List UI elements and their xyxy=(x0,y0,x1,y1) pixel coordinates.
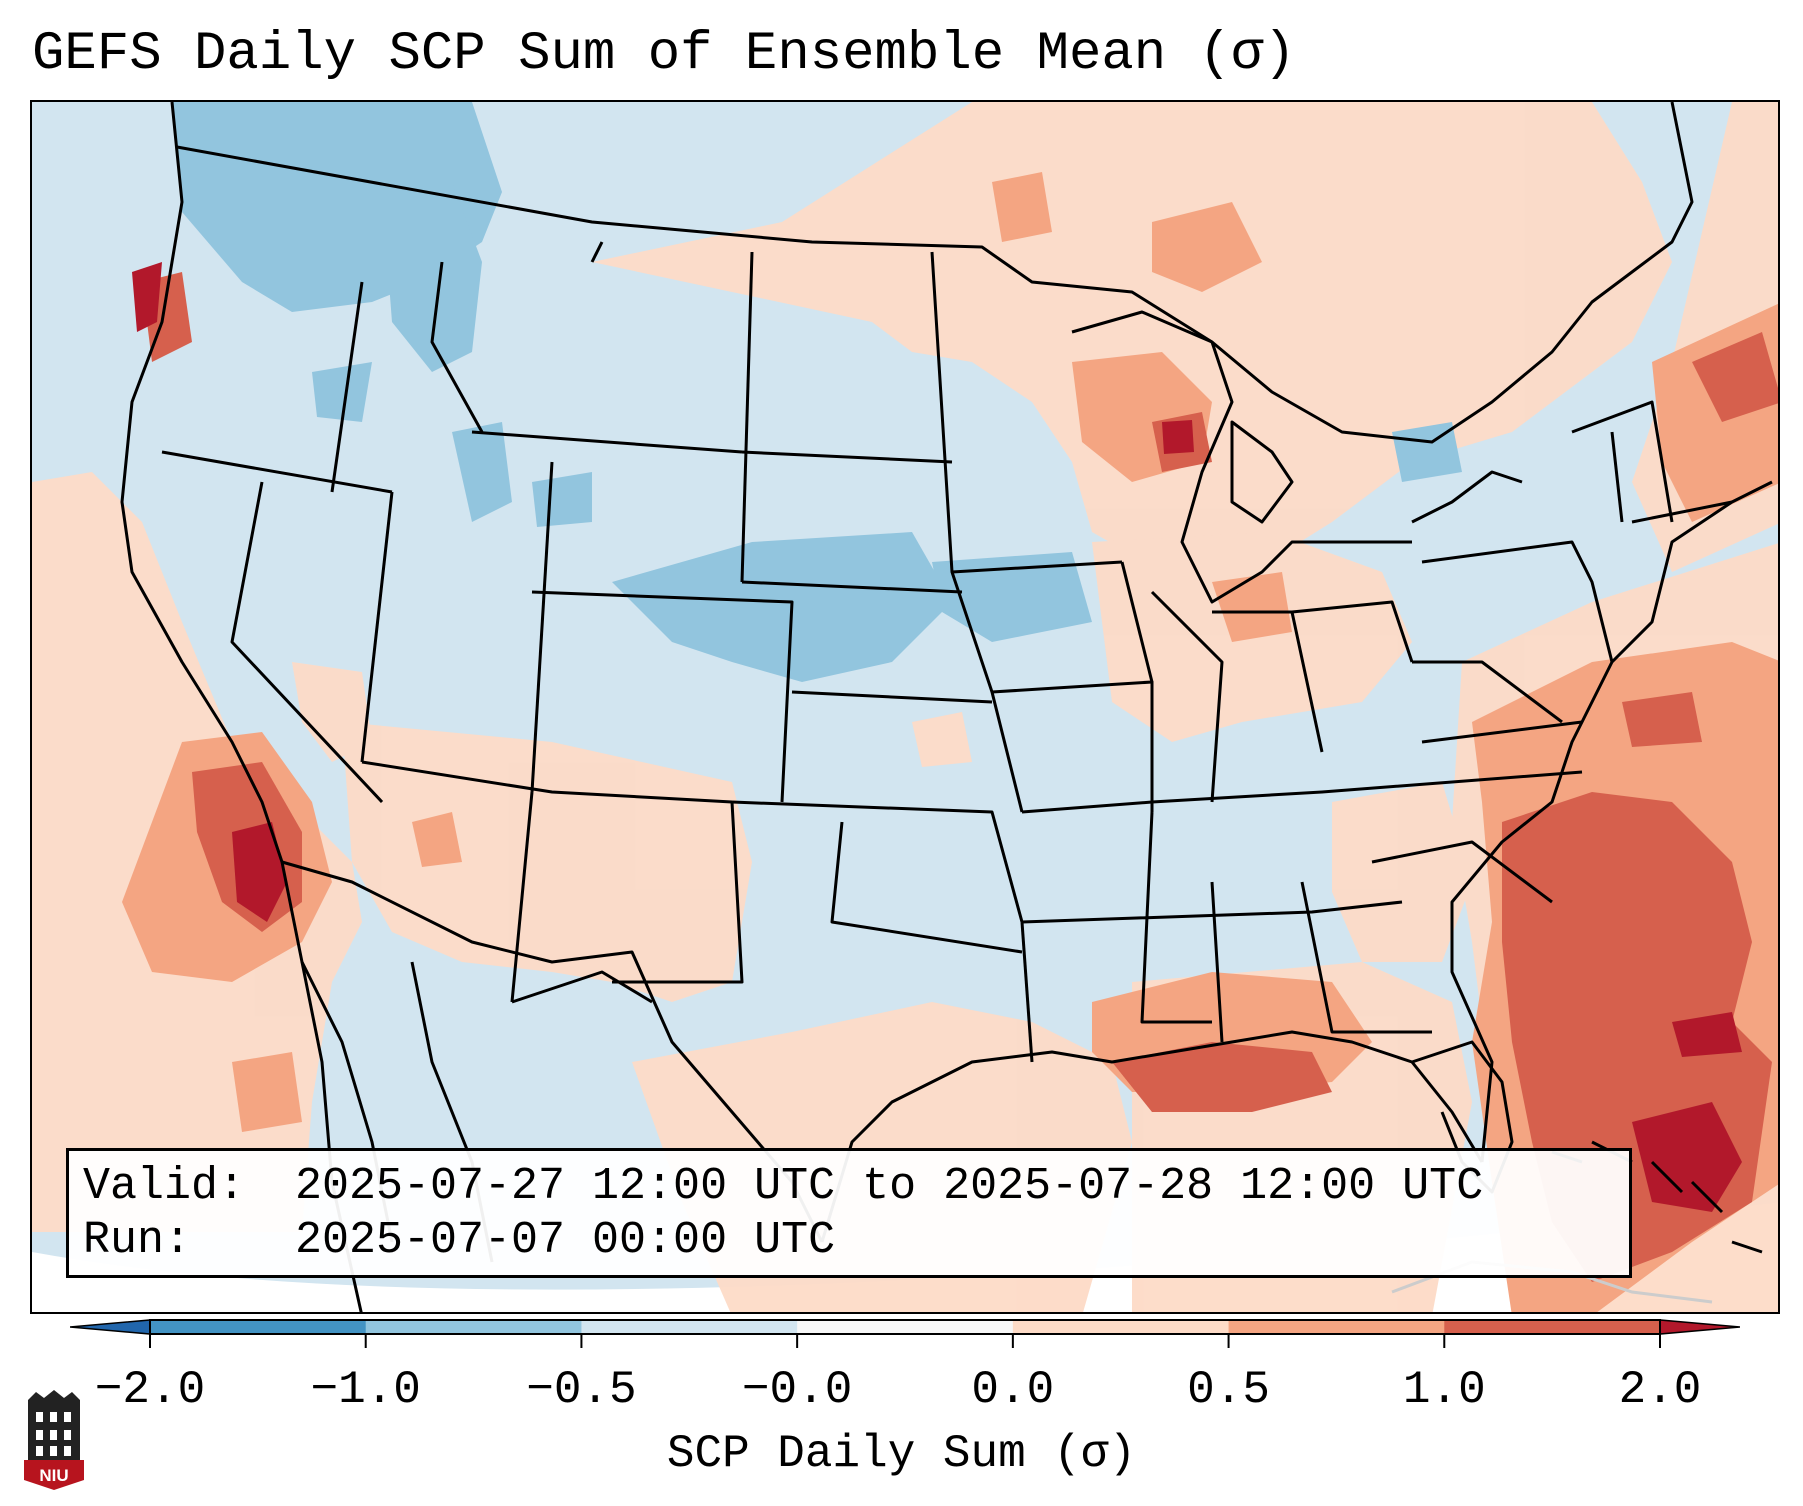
colorbar-outline xyxy=(149,1319,1661,1335)
colorbar-tick-label: 1.0 xyxy=(1402,1364,1486,1416)
colorbar-tick-label: −1.0 xyxy=(310,1364,421,1416)
logo-tower-icon xyxy=(28,1390,80,1462)
run-label: Run: xyxy=(83,1215,192,1266)
logo-shield-icon xyxy=(24,1460,84,1490)
colorbar-ticks xyxy=(149,1334,1661,1348)
colorbar-tick-label: −0.0 xyxy=(741,1364,853,1416)
colorbar-segment xyxy=(797,1320,1014,1334)
colorbar-segment xyxy=(150,1320,367,1334)
colorbar-segment xyxy=(1228,1320,1445,1334)
colorbar xyxy=(70,1319,1740,1348)
map-panel xyxy=(30,100,1780,1314)
scp-anomaly-map xyxy=(32,102,1778,1312)
colorbar-tick-label: 2.0 xyxy=(1618,1364,1702,1416)
anomaly-extreme-positive xyxy=(132,262,1742,1212)
colorbar-segments xyxy=(150,1320,1661,1334)
state-country-boundaries xyxy=(120,102,1773,1312)
valid-row: Valid: 2025-07-27 12:00 UTC to 2025-07-28… xyxy=(83,1160,1629,1214)
logo-text: NIU xyxy=(39,1466,68,1485)
colorbar-tick-label: 0.5 xyxy=(1187,1364,1270,1416)
logo-windows xyxy=(36,1412,71,1456)
colorbar-segment xyxy=(581,1320,798,1334)
anomaly-moderate-negative xyxy=(172,102,1462,682)
valid-value: 2025-07-27 12:00 UTC to 2025-07-28 12:00… xyxy=(295,1161,1484,1212)
colorbar-segment xyxy=(1444,1320,1661,1334)
colorbar-tick-label: −0.5 xyxy=(526,1364,637,1416)
colorbar-extend-high xyxy=(1659,1319,1740,1335)
run-row: Run: 2025-07-07 00:00 UTC xyxy=(83,1214,1629,1268)
run-value: 2025-07-07 00:00 UTC xyxy=(295,1215,836,1266)
colorbar-label: SCP Daily Sum (σ) xyxy=(666,1428,1137,1480)
colorbar-segment xyxy=(1012,1320,1230,1334)
colorbar-tick-label: −2.0 xyxy=(94,1364,206,1416)
niu-logo: NIU xyxy=(24,1390,84,1490)
valid-time-annotation: Valid: 2025-07-27 12:00 UTC to 2025-07-28… xyxy=(66,1148,1632,1278)
colorbar-extend-low xyxy=(70,1319,151,1335)
chart-title: GEFS Daily SCP Sum of Ensemble Mean (σ) xyxy=(32,24,1296,85)
valid-label: Valid: xyxy=(83,1161,246,1212)
colorbar-tick-label: 0.0 xyxy=(971,1364,1055,1416)
colorbar-segment xyxy=(365,1320,582,1334)
